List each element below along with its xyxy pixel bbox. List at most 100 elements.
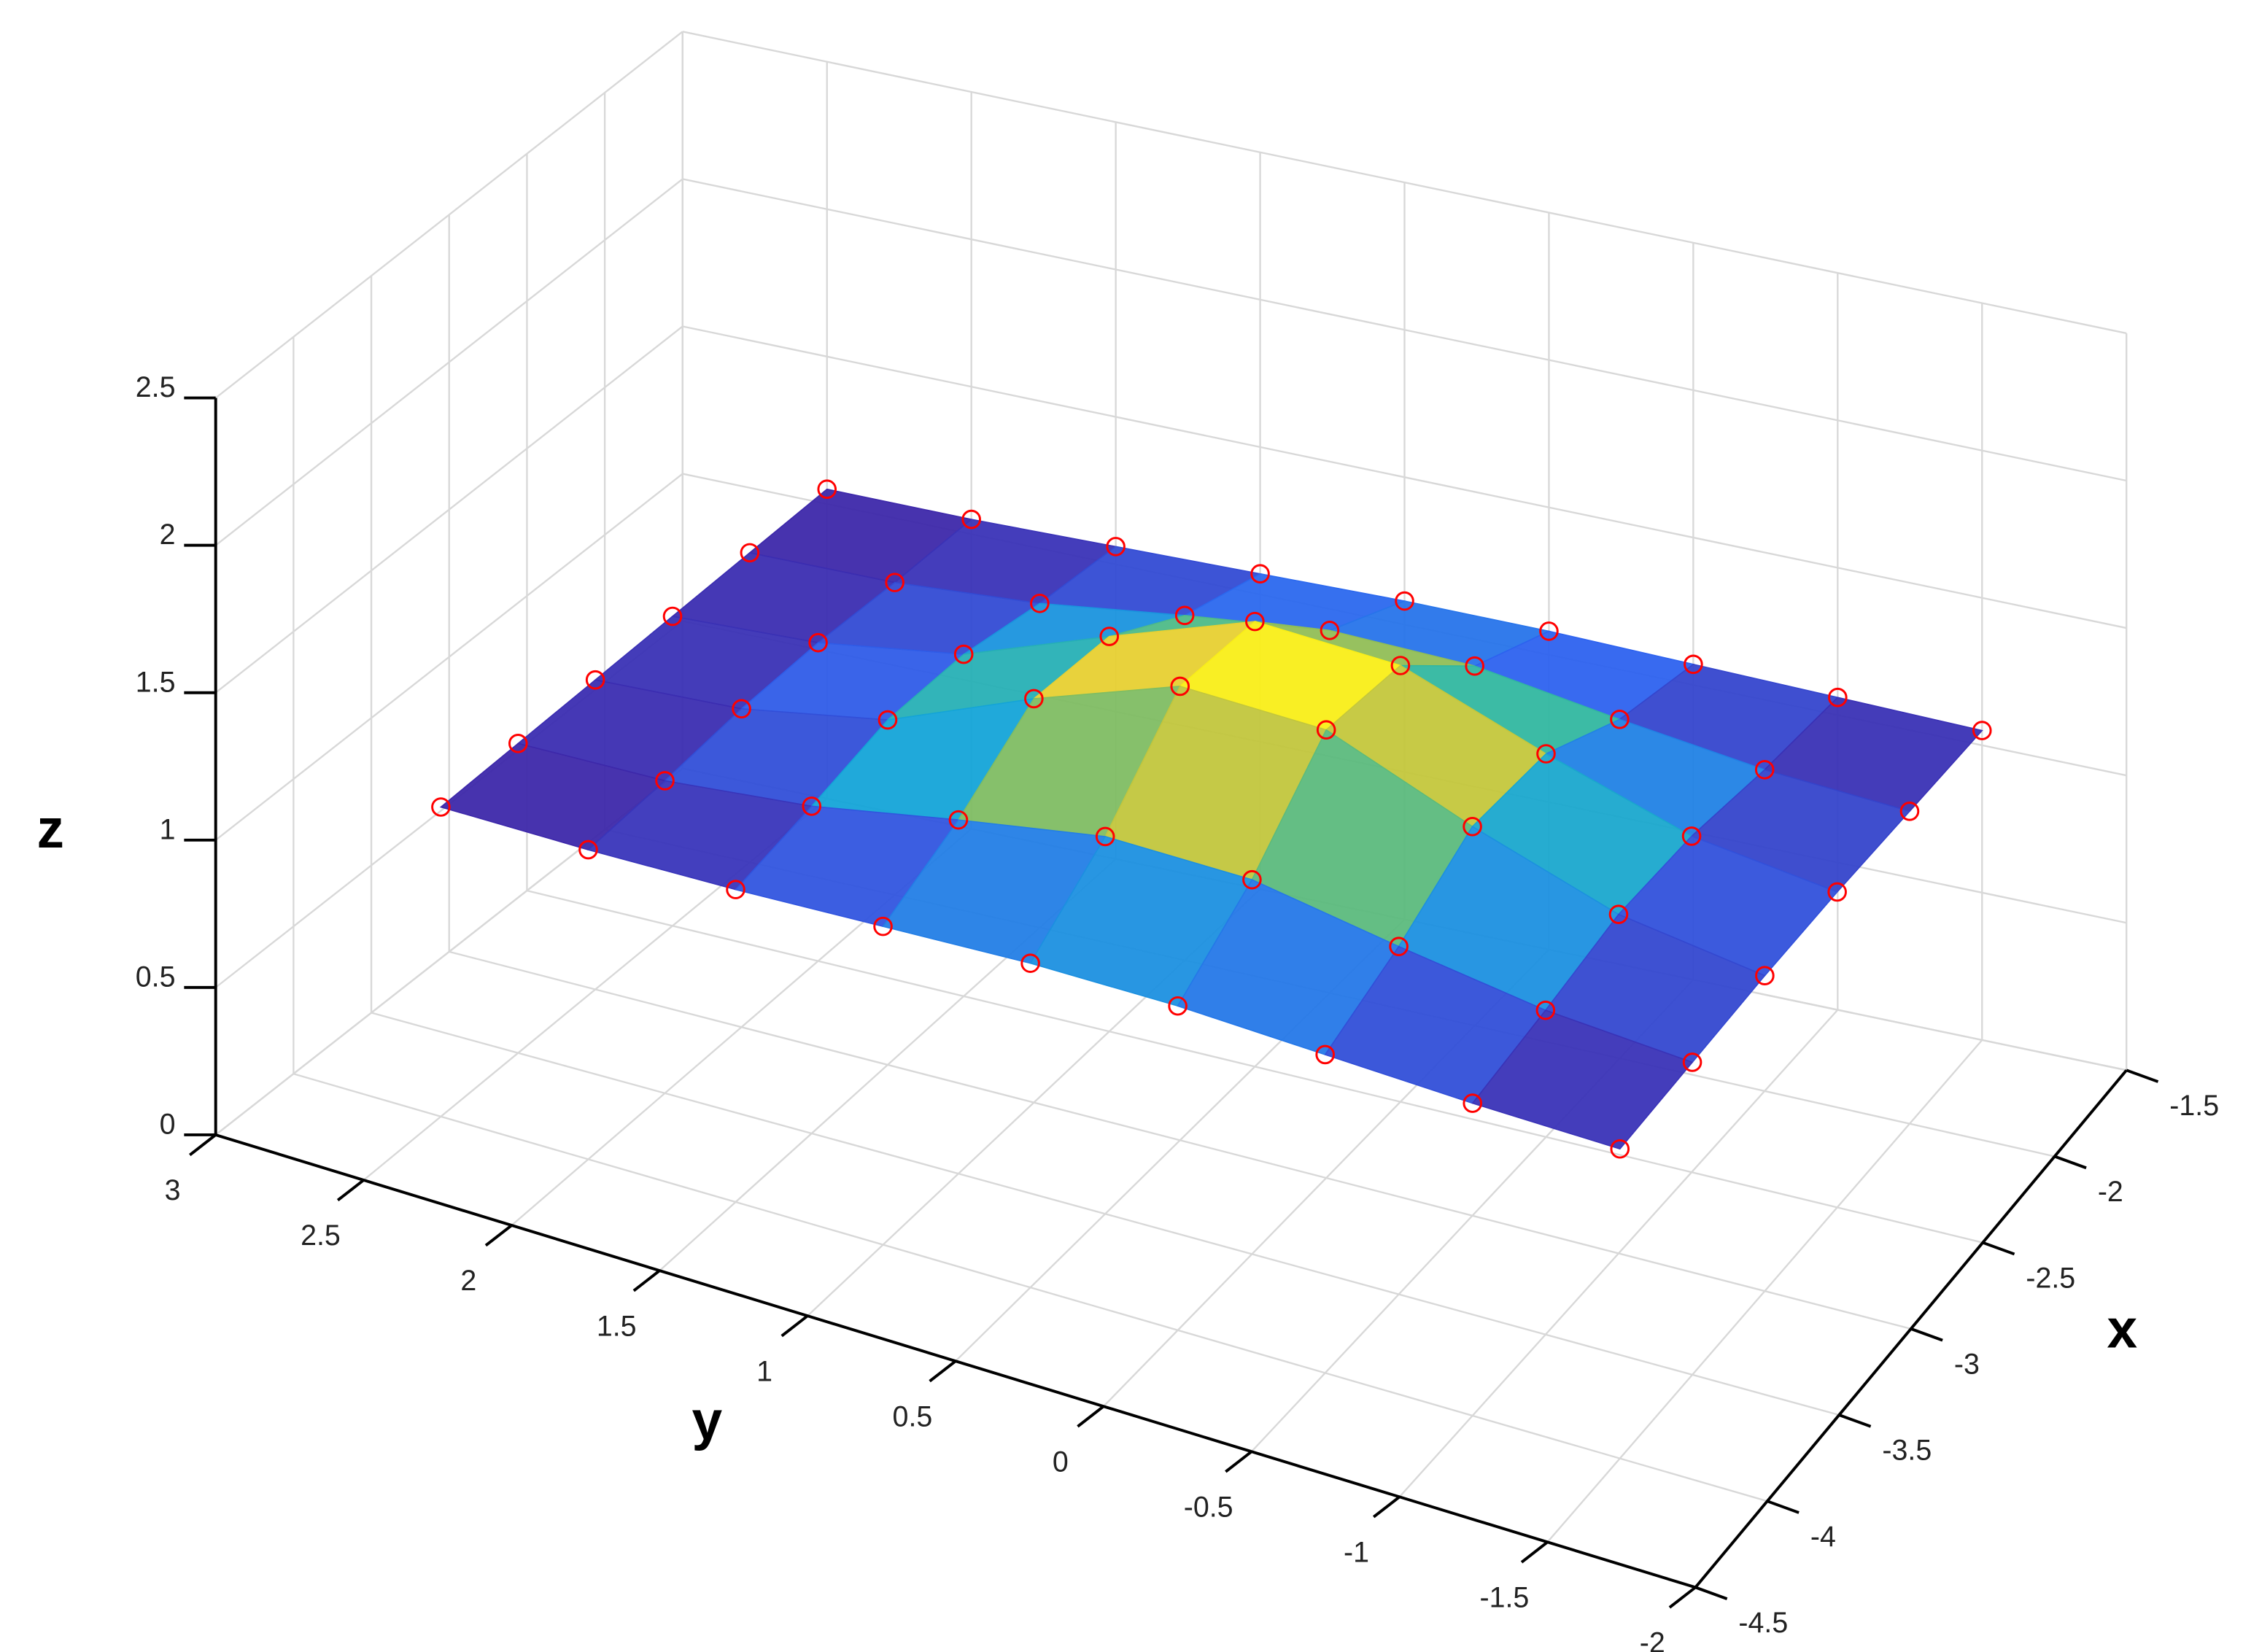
z-tick-label: 1.5 <box>136 666 176 698</box>
data-point <box>1030 593 1050 613</box>
wall-grid-line <box>214 178 683 546</box>
z-tick-label: 0.5 <box>136 961 176 993</box>
y-tick-label: -2 <box>1640 1627 1665 1652</box>
x-tick <box>2054 1155 2087 1170</box>
data-point <box>1535 1000 1556 1020</box>
y-tick <box>1520 1540 1549 1564</box>
data-point <box>808 632 828 653</box>
data-point <box>1315 1044 1335 1065</box>
data-point <box>431 797 451 817</box>
data-point <box>1320 621 1340 640</box>
data-point <box>1390 656 1411 675</box>
data-point <box>1610 1139 1630 1159</box>
x-tick-label: -2.5 <box>2026 1262 2075 1294</box>
data-point <box>1168 996 1188 1016</box>
y-tick-label: -1.5 <box>1479 1582 1529 1614</box>
data-point <box>1463 1093 1483 1113</box>
y-tick <box>632 1269 661 1292</box>
data-point <box>1755 966 1775 985</box>
data-point <box>1245 611 1265 632</box>
data-point <box>508 734 528 753</box>
x-tick-label: -3 <box>1954 1348 1980 1380</box>
floor-grid-line <box>1546 1039 1983 1543</box>
surface-patch <box>1471 1009 1694 1150</box>
data-point <box>1389 936 1409 956</box>
data-point <box>1463 816 1482 837</box>
data-point <box>578 839 598 860</box>
y-tick <box>1668 1586 1697 1609</box>
data-point <box>948 810 969 830</box>
z-axis-label: z <box>36 798 63 859</box>
y-tick <box>336 1179 365 1202</box>
wall-grid-line <box>682 325 2127 629</box>
data-point <box>662 606 683 627</box>
y-tick-label: 0 <box>1053 1446 1069 1478</box>
data-point <box>961 509 981 530</box>
data-point <box>1174 605 1195 626</box>
x-tick <box>1910 1327 1943 1342</box>
data-point <box>1682 1052 1702 1072</box>
data-point <box>873 916 893 936</box>
data-point <box>1170 676 1190 697</box>
wall-grid-line <box>682 178 2127 482</box>
x-tick <box>1982 1241 2015 1256</box>
x-tick-label: -2 <box>2098 1176 2123 1208</box>
data-point <box>1465 656 1484 676</box>
data-point <box>732 699 751 719</box>
data-point <box>1020 953 1040 973</box>
wall-grid-line <box>214 325 683 694</box>
data-point <box>817 479 837 500</box>
x-tick-label: -4 <box>1810 1521 1836 1553</box>
data-point <box>1242 869 1262 890</box>
data-point <box>655 771 675 791</box>
y-tick <box>1077 1405 1105 1428</box>
data-point <box>1395 591 1414 611</box>
y-tick-label: 1 <box>756 1355 772 1387</box>
y-tick <box>1225 1450 1252 1473</box>
y-tick-label: 1.5 <box>597 1310 637 1342</box>
y-tick <box>1372 1495 1401 1519</box>
y-axis-label: y <box>692 1390 722 1451</box>
data-point <box>1610 710 1630 729</box>
x-tick <box>1767 1500 1800 1514</box>
y-tick <box>189 1133 217 1157</box>
x-tick-label: -1.5 <box>2169 1090 2219 1122</box>
data-point <box>1684 654 1703 675</box>
x-tick <box>1838 1413 1872 1428</box>
data-point <box>1828 687 1848 707</box>
y-tick <box>929 1360 957 1383</box>
y-tick-label: 3 <box>165 1174 181 1206</box>
data-point <box>1316 720 1336 740</box>
data-point <box>953 644 974 664</box>
y-tick-label: -1 <box>1344 1536 1369 1568</box>
data-point <box>878 710 898 730</box>
x-tick <box>1694 1586 1728 1600</box>
z-tick-label: 2.5 <box>136 371 176 403</box>
wall-grid-line <box>214 473 683 841</box>
y-tick-label: -0.5 <box>1184 1491 1233 1523</box>
data-point <box>1608 904 1629 924</box>
data-point <box>1536 744 1556 764</box>
data-point <box>1539 621 1559 641</box>
x-tick-label: -3.5 <box>1882 1435 1932 1467</box>
z-tick-label: 0 <box>160 1109 176 1141</box>
x-tick <box>2126 1069 2159 1083</box>
z-tick-label: 1 <box>160 813 176 845</box>
data-point <box>1095 826 1115 847</box>
data-point <box>726 880 745 899</box>
data-point <box>1024 689 1044 709</box>
data-point <box>1972 721 1992 740</box>
data-point <box>1681 826 1702 846</box>
y-tick <box>484 1224 513 1247</box>
data-point <box>802 796 822 816</box>
wall-grid-line <box>682 31 2127 335</box>
x-tick-label: -4.5 <box>1738 1607 1788 1639</box>
data-point <box>1754 760 1775 780</box>
data-point <box>885 573 904 592</box>
y-tick-label: 2.5 <box>301 1219 341 1252</box>
z-tick-label: 2 <box>160 519 176 551</box>
y-tick <box>780 1314 809 1338</box>
data-point <box>1827 882 1847 902</box>
